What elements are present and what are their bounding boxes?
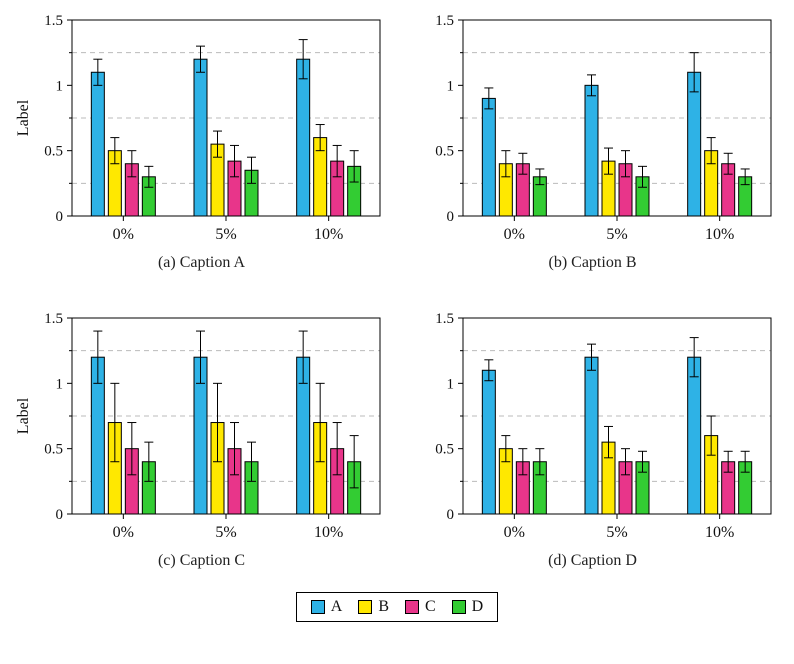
svg-text:10%: 10%: [314, 226, 343, 243]
legend-entry-a: A: [310, 598, 343, 616]
svg-text:5%: 5%: [606, 524, 627, 541]
svg-text:0%: 0%: [112, 524, 133, 541]
svg-text:Label: Label: [15, 99, 32, 136]
figure-page: 0 0.5 1 1.5 0% 5% 10% Label (a) Caption A 0 0.5 1…: [6, 8, 788, 622]
svg-text:1: 1: [55, 78, 63, 94]
bar-chart-c: 0 0.5 1 1.5 0% 5% 10% Label: [6, 306, 397, 550]
svg-text:0: 0: [446, 209, 454, 225]
svg-text:0: 0: [55, 507, 63, 523]
legend-swatch-a: [310, 600, 325, 614]
svg-text:5%: 5%: [606, 226, 627, 243]
caption-b: (b) Caption B: [548, 254, 637, 271]
svg-text:0%: 0%: [503, 226, 524, 243]
svg-text:0.5: 0.5: [44, 442, 63, 458]
subplot-c: 0 0.5 1 1.5 0% 5% 10% Label (c) Caption C: [6, 306, 397, 570]
charts-grid: 0 0.5 1 1.5 0% 5% 10% Label (a) Caption A 0 0.5 1…: [6, 8, 788, 570]
legend-label-d: D: [471, 598, 484, 615]
legend-entry-d: D: [451, 598, 484, 616]
bar-chart-b: 0 0.5 1 1.5 0% 5% 10%: [397, 8, 788, 252]
legend-swatch-b: [358, 600, 373, 614]
caption-c: (c) Caption C: [157, 552, 246, 569]
svg-text:1.5: 1.5: [435, 13, 454, 29]
svg-text:0: 0: [55, 209, 63, 225]
svg-text:1.5: 1.5: [44, 311, 63, 327]
svg-text:0%: 0%: [112, 226, 133, 243]
legend-wrap: A B C D: [6, 592, 788, 622]
legend-entry-c: C: [405, 598, 436, 616]
subplot-b: 0 0.5 1 1.5 0% 5% 10% (b) Caption B: [397, 8, 788, 272]
svg-text:Label: Label: [15, 397, 32, 434]
svg-text:5%: 5%: [215, 226, 236, 243]
bar-chart-d: 0 0.5 1 1.5 0% 5% 10%: [397, 306, 788, 550]
svg-text:0%: 0%: [503, 524, 524, 541]
svg-text:0.5: 0.5: [435, 442, 454, 458]
bar-chart-a: 0 0.5 1 1.5 0% 5% 10% Label: [6, 8, 397, 252]
svg-text:1.5: 1.5: [435, 311, 454, 327]
svg-text:1: 1: [446, 78, 454, 94]
svg-text:10%: 10%: [705, 226, 734, 243]
svg-text:10%: 10%: [314, 524, 343, 541]
svg-text:0.5: 0.5: [435, 144, 454, 160]
svg-text:5%: 5%: [215, 524, 236, 541]
legend-entry-b: B: [358, 598, 389, 616]
svg-text:0: 0: [446, 507, 454, 523]
legend-label-b: B: [378, 598, 389, 615]
subplot-a: 0 0.5 1 1.5 0% 5% 10% Label (a) Caption A: [6, 8, 397, 272]
svg-text:10%: 10%: [705, 524, 734, 541]
caption-a: (a) Caption A: [157, 254, 246, 271]
legend: A B C D: [295, 592, 499, 622]
svg-text:1: 1: [55, 376, 63, 392]
caption-d: (d) Caption D: [548, 552, 637, 569]
legend-label-c: C: [425, 598, 436, 615]
svg-text:0.5: 0.5: [44, 144, 63, 160]
svg-text:1.5: 1.5: [44, 13, 63, 29]
subplot-d: 0 0.5 1 1.5 0% 5% 10% (d) Caption D: [397, 306, 788, 570]
svg-text:1: 1: [446, 376, 454, 392]
legend-swatch-d: [451, 600, 466, 614]
legend-swatch-c: [405, 600, 419, 614]
legend-label-a: A: [330, 598, 343, 615]
